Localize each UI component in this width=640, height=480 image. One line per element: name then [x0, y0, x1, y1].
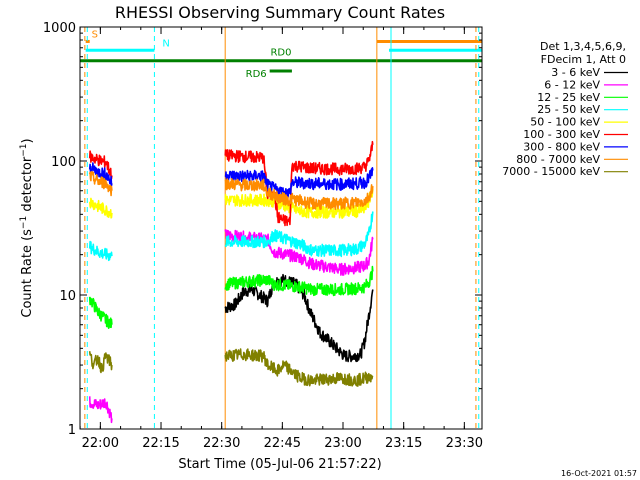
- legend-label-300-800-kev: 300 - 800 keV: [523, 140, 600, 153]
- y-axis-label: Count Rate (s−1 detector−1): [19, 138, 35, 317]
- x-tick-label-2: 22:30: [203, 436, 240, 451]
- series-6-12-kev: [88, 229, 374, 424]
- series-100-300-kev: [88, 140, 374, 227]
- series-50-100-kev: [88, 188, 374, 219]
- y-tick-label-3: 1000: [43, 21, 76, 36]
- x-tick-label-3: 22:45: [264, 436, 301, 451]
- state-label-n: N: [162, 38, 169, 49]
- y-axis-label-sup2: −1: [19, 143, 29, 156]
- series-800-7000-kev: [88, 171, 374, 211]
- y-axis-label-end: ): [20, 138, 35, 143]
- legend-label-100-300-kev: 100 - 300 keV: [523, 128, 600, 141]
- legend: Det 1,3,4,5,6,9, FDecim 1, Att 0 3 - 6 k…: [502, 40, 628, 178]
- series-12-25-kev: [88, 265, 374, 329]
- series-300-800-kev-segment-1: [224, 167, 374, 199]
- y-tick-label-1: 10: [59, 289, 76, 304]
- y-axis-label-mid: detector: [20, 156, 35, 216]
- series-50-100-kev-segment-1: [224, 188, 374, 219]
- series-100-300-kev-segment-0: [88, 150, 113, 180]
- axis-ticks: 22:00 22:15 22:30 22:45 23:00 23:15 23:30 1 10 10…: [43, 21, 483, 451]
- legend-label-7000-15000-kev: 7000 - 15000 keV: [502, 165, 600, 178]
- series-6-12-kev-segment-0: [88, 396, 113, 424]
- y-axis-label-sup1: −1: [19, 216, 29, 229]
- y-tick-label-0: 1: [68, 423, 76, 438]
- state-label-s: S: [92, 29, 98, 40]
- legend-label-800-7000-kev: 800 - 7000 keV: [516, 153, 600, 166]
- series-800-7000-kev-segment-0: [88, 171, 113, 197]
- x-tick-label-5: 23:15: [385, 436, 422, 451]
- chart-title: RHESSI Observing Summary Count Rates: [115, 3, 445, 22]
- x-tick-label-4: 23:00: [324, 436, 361, 451]
- state-label-rd0: RD0: [270, 48, 291, 59]
- series-25-50-kev: [88, 211, 374, 262]
- x-tick-label-0: 22:00: [82, 436, 119, 451]
- series-12-25-kev-segment-1: [224, 265, 374, 297]
- timestamp: 16-Oct-2021 01:57: [561, 469, 637, 478]
- plot-frame: [79, 26, 483, 430]
- legend-header-line2: FDecim 1, Att 0: [541, 53, 626, 66]
- series-7000-15000-kev-segment-0: [88, 351, 113, 374]
- series-7000-15000-kev-segment-1: [224, 348, 374, 387]
- series-300-800-kev-segment-0: [88, 162, 113, 187]
- series-800-7000-kev-segment-1: [224, 178, 374, 211]
- series-50-100-kev-segment-0: [88, 197, 113, 219]
- legend-label-12-25-kev: 12 - 25 keV: [537, 91, 600, 104]
- series-6-12-kev-segment-1: [224, 229, 374, 276]
- legend-label-3-6-kev: 3 - 6 keV: [551, 66, 600, 79]
- series-25-50-kev-segment-1: [224, 211, 374, 258]
- series-layer: [88, 140, 374, 424]
- series-12-25-kev-segment-0: [88, 296, 113, 329]
- legend-label-25-50-kev: 25 - 50 keV: [537, 103, 600, 116]
- series-100-300-kev-segment-1: [224, 140, 374, 227]
- state-label-rd6: RD6: [246, 69, 267, 80]
- x-axis-label: Start Time (05-Jul-06 21:57:22): [178, 457, 381, 472]
- state-marker-lines: [84, 27, 480, 429]
- x-tick-label-6: 23:30: [446, 436, 483, 451]
- y-tick-label-2: 100: [51, 155, 76, 170]
- series-25-50-kev-segment-0: [88, 240, 113, 262]
- series-300-800-kev: [88, 162, 374, 199]
- legend-label-50-100-kev: 50 - 100 keV: [530, 116, 600, 129]
- x-tick-label-1: 22:15: [142, 436, 179, 451]
- y-axis-label-main: Count Rate (s: [20, 229, 35, 318]
- series-7000-15000-kev: [88, 348, 374, 387]
- legend-header-line1: Det 1,3,4,5,6,9,: [540, 40, 626, 53]
- legend-label-6-12-kev: 6 - 12 keV: [544, 78, 600, 91]
